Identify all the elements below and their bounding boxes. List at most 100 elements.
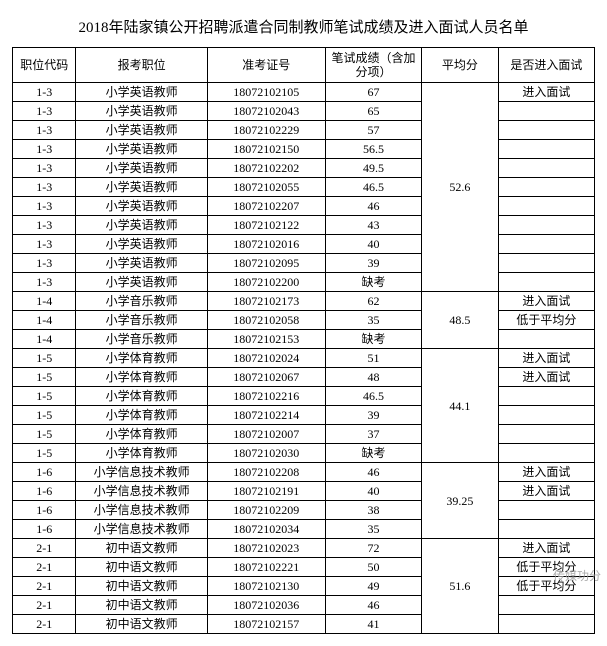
- cell-examid: 18072102034: [207, 520, 325, 539]
- cell-position: 初中语文教师: [76, 539, 207, 558]
- cell-code: 1-3: [13, 102, 76, 121]
- table-row: 1-5小学体育教师18072102030缺考: [13, 444, 595, 463]
- col-code: 职位代码: [13, 48, 76, 83]
- cell-examid: 18072102067: [207, 368, 325, 387]
- cell-result: [498, 501, 594, 520]
- cell-result: [498, 178, 594, 197]
- cell-position: 小学英语教师: [76, 102, 207, 121]
- cell-examid: 18072102016: [207, 235, 325, 254]
- cell-examid: 18072102221: [207, 558, 325, 577]
- table-row: 1-4小学音乐教师18072102153缺考: [13, 330, 595, 349]
- table-row: 1-6小学信息技术教师1807210219140进入面试: [13, 482, 595, 501]
- cell-score: 46: [325, 197, 421, 216]
- cell-code: 1-4: [13, 330, 76, 349]
- table-row: 1-5小学体育教师1807210221646.5: [13, 387, 595, 406]
- cell-code: 1-3: [13, 140, 76, 159]
- cell-examid: 18072102209: [207, 501, 325, 520]
- cell-score: 40: [325, 482, 421, 501]
- cell-code: 2-1: [13, 539, 76, 558]
- cell-examid: 18072102130: [207, 577, 325, 596]
- cell-position: 小学英语教师: [76, 216, 207, 235]
- cell-code: 1-3: [13, 216, 76, 235]
- cell-result: [498, 254, 594, 273]
- cell-score: 50: [325, 558, 421, 577]
- table-row: 1-3小学英语教师1807210209539: [13, 254, 595, 273]
- cell-examid: 18072102043: [207, 102, 325, 121]
- cell-result: 低于平均分: [498, 311, 594, 330]
- cell-score: 72: [325, 539, 421, 558]
- cell-result: 进入面试: [498, 368, 594, 387]
- cell-result: [498, 216, 594, 235]
- cell-examid: 18072102216: [207, 387, 325, 406]
- cell-position: 小学音乐教师: [76, 330, 207, 349]
- cell-score: 43: [325, 216, 421, 235]
- cell-examid: 18072102202: [207, 159, 325, 178]
- table-row: 1-6小学信息技术教师1807210203435: [13, 520, 595, 539]
- cell-result: 进入面试: [498, 349, 594, 368]
- cell-average: 52.6: [422, 83, 499, 292]
- cell-examid: 18072102173: [207, 292, 325, 311]
- cell-position: 小学体育教师: [76, 425, 207, 444]
- cell-result: 低于平均分: [498, 577, 594, 596]
- cell-examid: 18072102058: [207, 311, 325, 330]
- cell-result: 低于平均分: [498, 558, 594, 577]
- page-title: 2018年陆家镇公开招聘派遣合同制教师笔试成绩及进入面试人员名单: [12, 16, 595, 37]
- cell-result: 进入面试: [498, 463, 594, 482]
- cell-position: 小学信息技术教师: [76, 463, 207, 482]
- cell-code: 1-3: [13, 159, 76, 178]
- table-row: 2-1初中语文教师180721020237251.6进入面试: [13, 539, 595, 558]
- cell-code: 2-1: [13, 558, 76, 577]
- cell-score: 39: [325, 406, 421, 425]
- cell-examid: 18072102055: [207, 178, 325, 197]
- table-row: 1-6小学信息技术教师1807210220938: [13, 501, 595, 520]
- cell-score: 39: [325, 254, 421, 273]
- cell-code: 1-3: [13, 197, 76, 216]
- cell-position: 初中语文教师: [76, 558, 207, 577]
- cell-position: 小学英语教师: [76, 159, 207, 178]
- cell-position: 小学英语教师: [76, 254, 207, 273]
- cell-score: 67: [325, 83, 421, 102]
- cell-position: 小学信息技术教师: [76, 501, 207, 520]
- table-row: 1-5小学体育教师1807210221439: [13, 406, 595, 425]
- cell-score: 62: [325, 292, 421, 311]
- cell-position: 小学英语教师: [76, 83, 207, 102]
- table-row: 1-3小学英语教师1807210212243: [13, 216, 595, 235]
- cell-code: 1-3: [13, 121, 76, 140]
- table-row: 1-3小学英语教师1807210201640: [13, 235, 595, 254]
- col-examid: 准考证号: [207, 48, 325, 83]
- cell-position: 初中语文教师: [76, 615, 207, 634]
- cell-code: 2-1: [13, 596, 76, 615]
- cell-result: [498, 102, 594, 121]
- cell-average: 48.5: [422, 292, 499, 349]
- cell-result: 进入面试: [498, 539, 594, 558]
- cell-result: [498, 425, 594, 444]
- col-average: 平均分: [422, 48, 499, 83]
- cell-code: 1-6: [13, 463, 76, 482]
- cell-result: [498, 159, 594, 178]
- cell-result: 进入面试: [498, 83, 594, 102]
- cell-code: 1-6: [13, 482, 76, 501]
- cell-score: 缺考: [325, 330, 421, 349]
- cell-score: 38: [325, 501, 421, 520]
- cell-code: 1-5: [13, 387, 76, 406]
- table-header-row: 职位代码 报考职位 准考证号 笔试成绩（含加分项） 平均分 是否进入面试: [13, 48, 595, 83]
- table-body: 1-3小学英语教师180721021056752.6进入面试1-3小学英语教师1…: [13, 83, 595, 634]
- cell-position: 初中语文教师: [76, 596, 207, 615]
- cell-position: 小学体育教师: [76, 349, 207, 368]
- table-row: 1-5小学体育教师180721020245144.1进入面试: [13, 349, 595, 368]
- col-position: 报考职位: [76, 48, 207, 83]
- cell-score: 35: [325, 520, 421, 539]
- cell-score: 35: [325, 311, 421, 330]
- cell-position: 小学英语教师: [76, 178, 207, 197]
- cell-code: 1-3: [13, 235, 76, 254]
- cell-position: 小学信息技术教师: [76, 482, 207, 501]
- cell-score: 46.5: [325, 387, 421, 406]
- cell-examid: 18072102030: [207, 444, 325, 463]
- cell-score: 46: [325, 596, 421, 615]
- cell-result: [498, 444, 594, 463]
- cell-code: 1-6: [13, 501, 76, 520]
- table-row: 1-5小学体育教师1807210206748进入面试: [13, 368, 595, 387]
- col-result: 是否进入面试: [498, 48, 594, 83]
- cell-examid: 18072102007: [207, 425, 325, 444]
- cell-score: 46.5: [325, 178, 421, 197]
